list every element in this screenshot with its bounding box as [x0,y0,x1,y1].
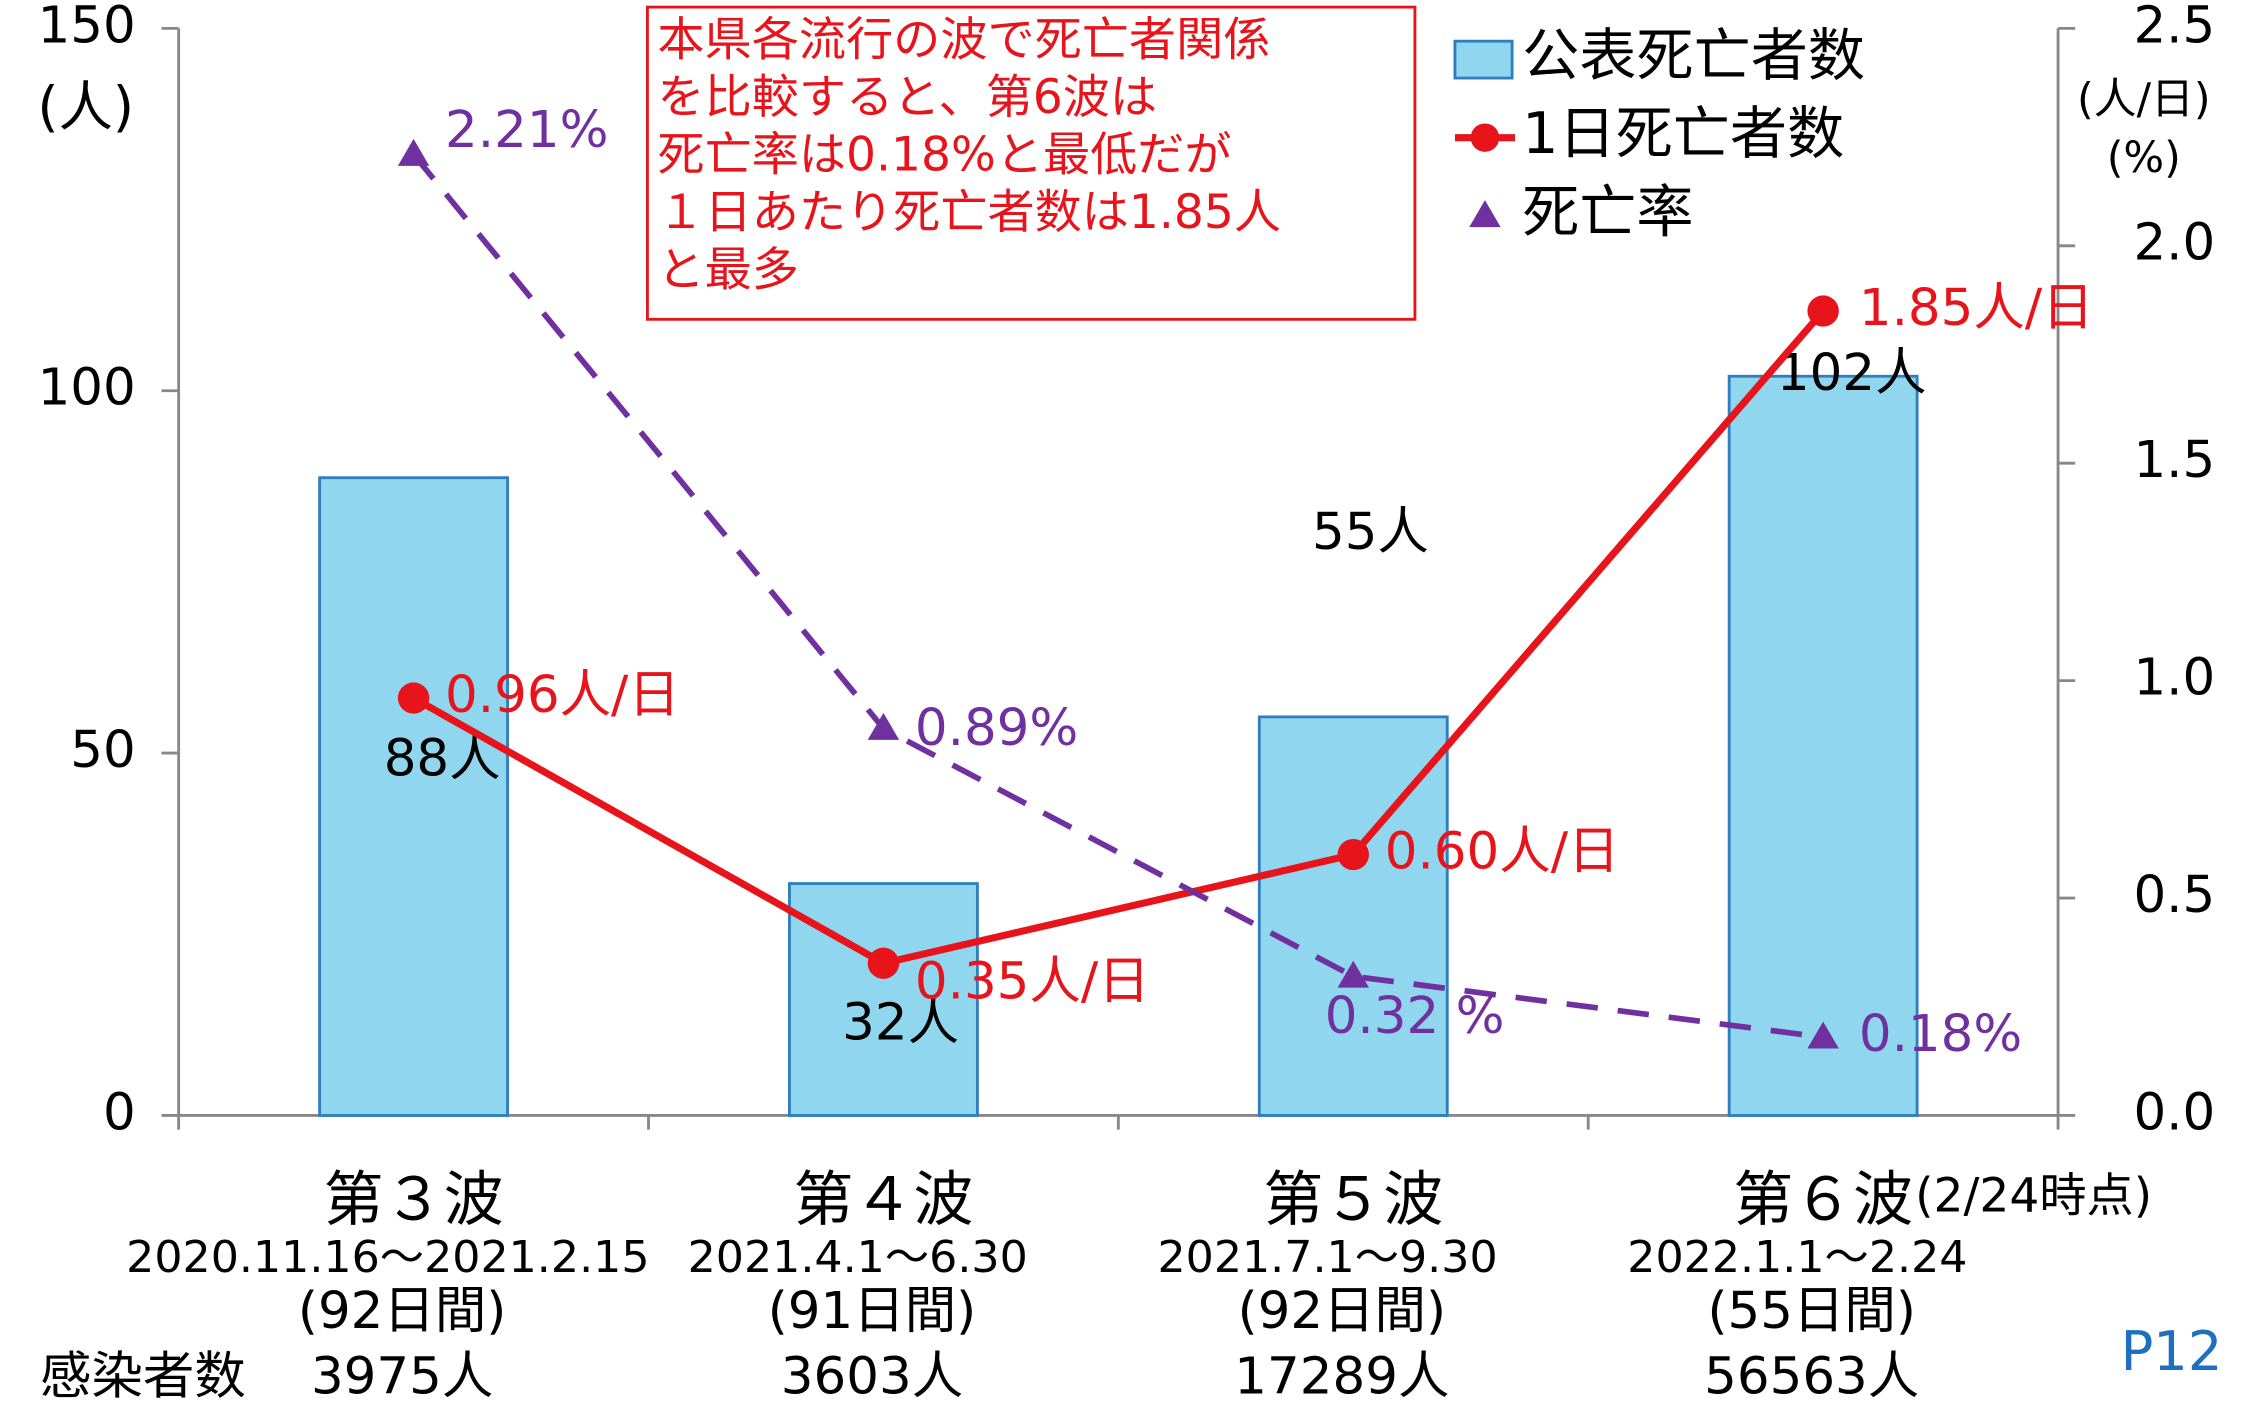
y2-axis-label: (人/日) [2077,75,2211,125]
y2-tick-label: 2.5 [2133,0,2215,55]
annotation-box [646,5,1417,321]
line-value-label: 0.96人/日 [445,665,680,725]
x-tick-label: 第３波 [324,1165,504,1235]
x-tick-label: 第４波 [793,1165,973,1235]
y2-tick-label: 0.5 [2133,865,2215,925]
annotation-line: と最多 [657,242,798,297]
annotation-line: 本県各流行の波で死亡者関係 [657,12,1270,67]
bar [1727,374,1919,1117]
annotation-line: 死亡率は0.18%と最低だが [657,127,1231,182]
annotation: 本県各流行の波で死亡者関係を比較すると、第6波は死亡率は0.18%と最低だが１日… [657,12,1281,297]
y-tick-label: 100 [38,358,136,418]
marker [1807,295,1839,327]
legend-marker [1469,200,1501,228]
marker [1337,838,1370,871]
bar-value-label: 55人 [1312,502,1429,562]
x-tick-label: 第５波 [1263,1165,1443,1235]
legend-label: 1日死亡者数 [1522,101,1844,167]
line-value-label: 0.35人/日 [915,952,1150,1012]
line [411,308,1826,968]
y2-axis-label: (%) [2107,133,2181,183]
x-tick-label: 第６波 [1733,1165,1913,1235]
legend-label: 公表死亡者数 [1522,23,1865,89]
infections-label: 感染者数 [40,1347,246,1407]
bar [318,476,509,1117]
marker [397,138,430,166]
line [411,152,1824,1041]
marker [1807,1021,1839,1049]
period-label: 2022.1.1～2.24 [1627,1232,1967,1283]
days-label: (92日間) [1238,1281,1447,1341]
y2-tick-label: 0.0 [2133,1083,2215,1143]
marker [867,712,900,740]
period-label: 2020.11.16～2021.2.15 [126,1232,649,1283]
bar [788,882,979,1117]
days-label: (55日間) [1707,1281,1916,1341]
y-tick-label: 50 [70,720,135,780]
bar-value-label: 32人 [842,993,959,1053]
period-label: 2021.7.1～9.30 [1157,1232,1497,1283]
y2-tick-label: 1.0 [2133,648,2215,708]
marker [867,947,900,979]
y-axis-label: (人) [37,75,134,138]
infections-value: 56563人 [1704,1347,1919,1407]
page-label: P12 [2121,1320,2223,1383]
bar-value-label: 102人 [1777,343,1927,403]
line-value-label: 2.21% [445,100,608,160]
legend-label: 死亡率 [1522,179,1693,245]
legend-marker [1470,123,1500,152]
y-tick-label: 0 [103,1083,136,1143]
infections-value: 17289人 [1234,1347,1449,1407]
line-value-label: 0.60人/日 [1385,822,1620,882]
category-note: (2/24時点) [1915,1169,2152,1224]
line-value-label: 0.32 % [1325,986,1505,1046]
days-label: (91日間) [768,1281,977,1341]
period-label: 2021.4.1～6.30 [688,1232,1028,1283]
annotation-line: １日あたり死亡者数は1.85人 [657,185,1281,240]
days-label: (92日間) [298,1281,507,1341]
line-value-label: 0.89% [915,698,1078,758]
line-value-label: 1.85人/日 [1859,278,2094,338]
y-tick-label: 150 [38,0,136,55]
y2-tick-label: 2.0 [2133,213,2215,273]
marker [1337,960,1370,988]
annotation-line: を比較すると、第6波は [657,70,1157,125]
legend-swatch [1453,39,1514,80]
infections-value: 3603人 [781,1347,963,1407]
line-value-label: 0.18% [1859,1004,2022,1064]
y2-tick-label: 1.5 [2133,430,2215,490]
infections-value: 3975人 [311,1347,493,1407]
marker [397,682,430,714]
